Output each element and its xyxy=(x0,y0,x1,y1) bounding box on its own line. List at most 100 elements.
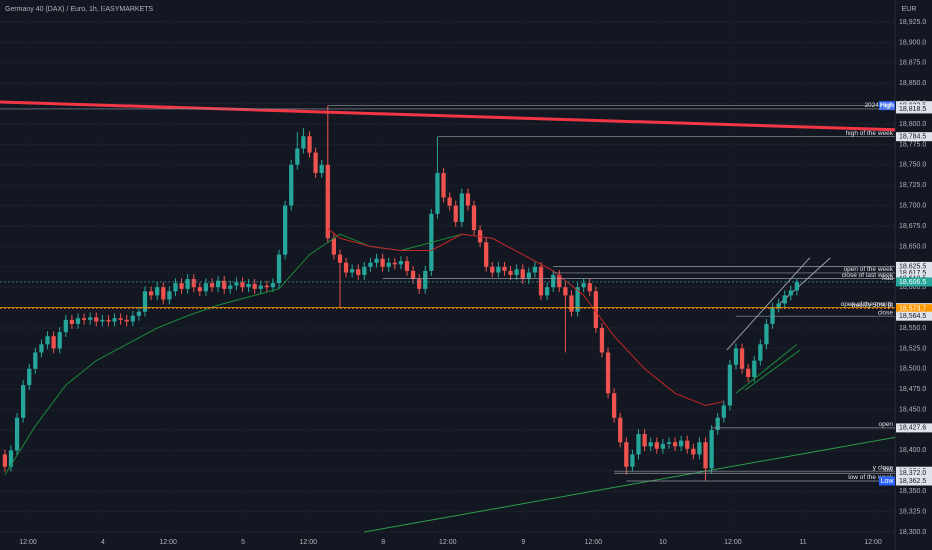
tag-label: High xyxy=(880,103,895,110)
candle-body xyxy=(45,336,50,345)
x-tick-label: 12:00 xyxy=(585,539,603,546)
candle-body xyxy=(508,270,513,275)
price-tag xyxy=(896,423,932,433)
level-label: y close xyxy=(873,464,894,471)
candle-body xyxy=(161,287,166,300)
candle-body xyxy=(490,266,495,273)
candle-body xyxy=(185,279,190,289)
tag-box xyxy=(879,101,895,111)
price-tag-label: 18,573.7 xyxy=(899,306,926,313)
candle-body xyxy=(575,287,580,312)
candle-body xyxy=(794,281,800,291)
price-tag-label: 18,372.0 xyxy=(899,470,926,477)
candle-body xyxy=(362,266,367,275)
candle-body xyxy=(733,348,739,365)
candle-body xyxy=(782,295,787,304)
candle-body xyxy=(471,205,477,231)
candle-body xyxy=(551,274,556,288)
candle-body xyxy=(63,319,68,333)
candle-body xyxy=(240,282,245,288)
price-tag-label: 18,617.5 xyxy=(899,270,926,277)
candle-body xyxy=(276,254,282,284)
candle-body xyxy=(526,272,531,280)
candle-body xyxy=(350,269,355,273)
candle-body xyxy=(569,295,574,312)
candle-body xyxy=(222,280,227,289)
candle-body xyxy=(167,291,172,300)
candle-body xyxy=(538,266,544,296)
candle-body xyxy=(618,417,623,443)
candle-body xyxy=(130,315,135,322)
y-tick-label: 18,600.0 xyxy=(899,284,926,291)
candle-body xyxy=(209,283,215,288)
moving-average xyxy=(327,228,724,407)
price-tag-label: 18,564.5 xyxy=(899,313,926,320)
candle-body xyxy=(289,164,294,206)
candle-body xyxy=(642,434,647,447)
y-tick-label: 18,725.0 xyxy=(899,182,926,189)
candle-body xyxy=(33,352,38,369)
candle-body xyxy=(21,385,26,418)
level-label: low xyxy=(883,466,893,473)
candle-body xyxy=(386,262,391,267)
candle-body xyxy=(727,364,733,406)
y-tick-label: 18,525.0 xyxy=(899,345,926,352)
candle-body xyxy=(557,274,562,288)
candle-body xyxy=(709,430,714,469)
y-tick-label: 18,500.0 xyxy=(899,366,926,373)
candle-body xyxy=(295,148,300,165)
level-label: open of the month xyxy=(841,301,894,308)
y-tick-label: 18,850.0 xyxy=(899,80,926,87)
candle-body xyxy=(118,318,123,320)
candle-body xyxy=(404,261,410,271)
level-label: open of the week xyxy=(843,266,893,273)
y-tick-label: 18,775.0 xyxy=(899,141,926,148)
price-tag-label: 18,625.5 xyxy=(899,263,926,270)
y-tick-label: 18,925.0 xyxy=(899,19,926,26)
candle-body xyxy=(106,319,111,322)
candle-body xyxy=(258,285,263,289)
candle-body xyxy=(124,319,129,322)
candle-body xyxy=(319,164,324,173)
price-tag-label: 18,606.5 xyxy=(899,279,926,286)
candle-body xyxy=(532,266,538,273)
y-tick-label: 18,325.0 xyxy=(899,508,926,515)
candle-body xyxy=(758,344,763,361)
x-tick-label: 8 xyxy=(381,539,385,546)
x-tick-label: 12:00 xyxy=(724,539,742,546)
price-tag xyxy=(896,268,932,278)
y-tick-label: 18,650.0 xyxy=(899,243,926,250)
candle-body xyxy=(142,291,148,312)
candle-body xyxy=(581,283,586,288)
candle-body xyxy=(410,270,416,280)
x-tick-label: 11 xyxy=(799,539,806,546)
candle-body xyxy=(624,442,629,467)
candle-body xyxy=(514,269,519,275)
price-tag xyxy=(896,311,932,321)
candle-body xyxy=(593,291,598,329)
candle-body xyxy=(148,291,154,296)
moving-average xyxy=(735,343,798,394)
candle-body xyxy=(392,262,397,265)
candle-body xyxy=(39,344,44,353)
price-tag xyxy=(896,468,932,478)
candle-body xyxy=(51,336,56,349)
candle-body xyxy=(398,261,404,265)
level-label: close of last week xyxy=(842,272,894,279)
candle-body xyxy=(599,328,605,353)
candle-body xyxy=(685,440,690,449)
candle-body xyxy=(27,368,32,386)
candle-body xyxy=(770,307,775,324)
candle-body xyxy=(88,317,93,320)
candle-body xyxy=(100,319,105,322)
price-tag-label: 18,784.5 xyxy=(899,134,926,141)
candle-body xyxy=(544,287,550,296)
x-tick-label: 12:00 xyxy=(439,539,457,546)
candle-body xyxy=(69,319,75,324)
candle-body xyxy=(435,172,440,214)
candle-body xyxy=(417,279,422,289)
candle-body xyxy=(81,318,87,320)
y-tick-label: 18,400.0 xyxy=(899,447,926,454)
level-label: low of the week xyxy=(848,474,894,481)
